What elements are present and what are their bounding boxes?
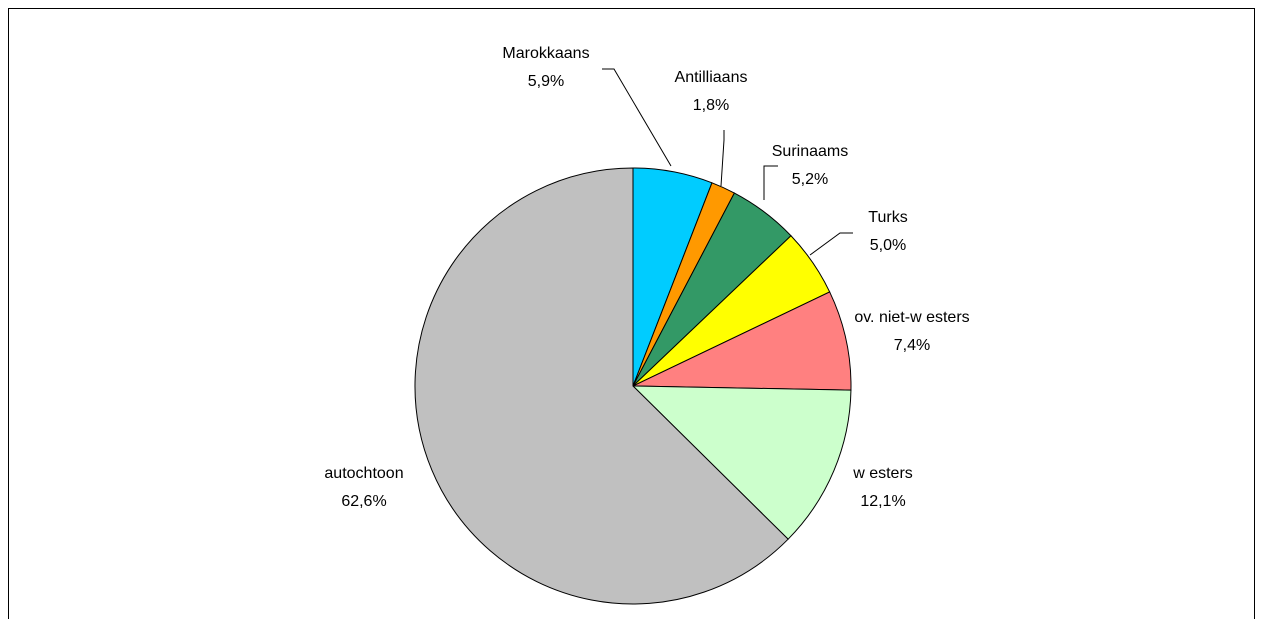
leader-line	[720, 130, 725, 187]
slice-category-label: Antilliaans	[675, 69, 748, 86]
slice-category-label: w esters	[852, 465, 913, 482]
pie-slices	[414, 167, 852, 605]
slice-category-label: Marokkaans	[502, 45, 589, 62]
leader-lines	[602, 68, 853, 256]
slice-category-label: ov. niet-w esters	[854, 309, 969, 326]
pie-slice-w-esters	[631, 385, 852, 540]
slice-percentage-label: 62,6%	[341, 493, 386, 510]
data-labels: Marokkaans 5,9% Antilliaans 1,8% Surinaams 5,…	[324, 45, 969, 510]
slice-category-label: Turks	[868, 209, 907, 226]
slice-category-label: autochtoon	[324, 465, 403, 482]
slice-percentage-label: 5,0%	[870, 237, 906, 254]
slice-category-label: Surinaams	[772, 143, 848, 160]
slice-percentage-label: 1,8%	[693, 97, 729, 114]
leader-line	[602, 68, 672, 167]
leader-line	[763, 165, 778, 200]
pie-slice-ov-niet-w-esters	[632, 291, 852, 391]
leader-line	[809, 232, 853, 256]
slice-percentage-label: 7,4%	[894, 337, 930, 354]
slice-percentage-label: 5,9%	[528, 73, 564, 90]
pie-slice-autochtoon	[414, 167, 789, 605]
slice-percentage-label: 5,2%	[792, 171, 828, 188]
slice-percentage-label: 12,1%	[860, 493, 905, 510]
